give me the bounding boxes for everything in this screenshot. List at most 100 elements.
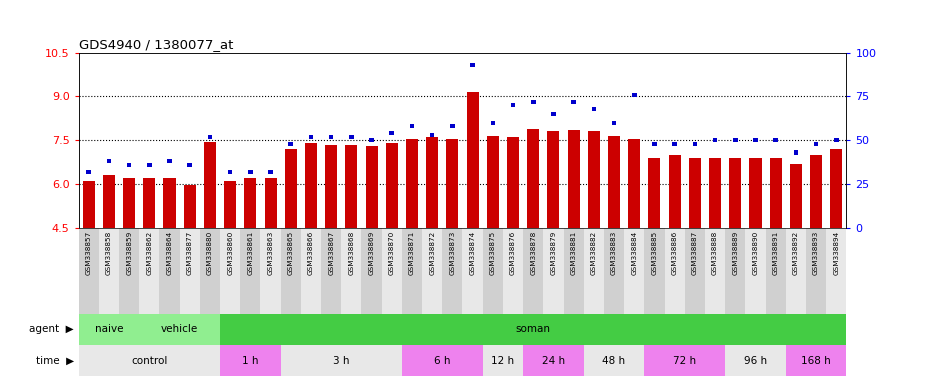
Bar <box>628 139 640 228</box>
Bar <box>224 181 236 228</box>
Bar <box>244 178 256 228</box>
Bar <box>810 155 822 228</box>
Bar <box>123 178 135 228</box>
Bar <box>349 134 353 139</box>
Bar <box>325 144 338 228</box>
Text: GSM338893: GSM338893 <box>813 230 819 275</box>
Bar <box>568 130 580 228</box>
Bar <box>794 150 798 155</box>
Bar <box>584 345 645 376</box>
Bar <box>140 228 159 314</box>
Bar <box>503 228 524 314</box>
Bar <box>265 178 277 228</box>
Text: agent  ▶: agent ▶ <box>30 324 74 334</box>
Bar <box>99 228 119 314</box>
Bar <box>648 158 660 228</box>
Bar <box>531 99 536 104</box>
Text: 96 h: 96 h <box>744 356 767 366</box>
Bar <box>725 345 785 376</box>
Bar <box>834 138 839 142</box>
Bar <box>693 142 697 146</box>
Text: GSM338894: GSM338894 <box>833 230 839 275</box>
Bar <box>831 149 843 228</box>
Bar <box>289 142 293 146</box>
Text: GSM338872: GSM338872 <box>429 230 435 275</box>
Bar <box>79 345 220 376</box>
Bar <box>470 63 475 67</box>
Bar <box>806 228 826 314</box>
Bar <box>382 228 401 314</box>
Text: vehicle: vehicle <box>161 324 198 334</box>
Text: 12 h: 12 h <box>491 356 514 366</box>
Bar <box>207 134 212 139</box>
Bar <box>749 158 761 228</box>
Bar <box>228 169 232 174</box>
Text: GSM338888: GSM338888 <box>712 230 718 275</box>
Bar <box>410 124 414 128</box>
Bar <box>669 155 681 228</box>
Bar <box>301 228 321 314</box>
Bar <box>329 134 334 139</box>
Text: GSM338878: GSM338878 <box>530 230 536 275</box>
Bar <box>624 228 645 314</box>
Text: GSM338866: GSM338866 <box>308 230 314 275</box>
Bar <box>705 228 725 314</box>
Bar <box>527 129 539 228</box>
Bar <box>587 131 600 228</box>
Bar <box>611 121 616 125</box>
Bar <box>591 106 596 111</box>
Text: GSM338865: GSM338865 <box>288 230 294 275</box>
Text: GSM338858: GSM338858 <box>106 230 112 275</box>
Bar <box>709 158 722 228</box>
Bar <box>240 228 261 314</box>
Bar <box>584 228 604 314</box>
Bar <box>652 142 657 146</box>
Bar <box>729 158 741 228</box>
Bar <box>268 169 273 174</box>
Text: GSM338869: GSM338869 <box>368 230 375 275</box>
Text: GSM338884: GSM338884 <box>631 230 637 275</box>
Bar <box>713 138 718 142</box>
Text: GSM338864: GSM338864 <box>166 230 173 275</box>
Bar <box>220 314 846 345</box>
Bar <box>450 124 455 128</box>
Bar <box>447 139 459 228</box>
Bar <box>572 99 576 104</box>
Bar <box>106 159 111 163</box>
Bar <box>608 136 620 228</box>
Bar <box>79 228 99 314</box>
Text: GSM338882: GSM338882 <box>591 230 597 275</box>
Text: GDS4940 / 1380077_at: GDS4940 / 1380077_at <box>79 38 233 51</box>
Bar <box>785 345 846 376</box>
Bar <box>167 159 172 163</box>
Text: time  ▶: time ▶ <box>36 356 74 366</box>
Bar <box>766 228 785 314</box>
Text: GSM338860: GSM338860 <box>228 230 233 275</box>
Bar <box>524 228 543 314</box>
Bar <box>770 158 782 228</box>
Bar <box>826 228 846 314</box>
Bar <box>345 144 357 228</box>
Bar <box>143 178 155 228</box>
Bar <box>507 137 519 228</box>
Bar <box>188 162 192 167</box>
Text: 168 h: 168 h <box>801 356 831 366</box>
Bar <box>604 228 624 314</box>
Bar <box>140 314 220 345</box>
Text: GSM338883: GSM338883 <box>611 230 617 275</box>
Bar <box>86 169 91 174</box>
Text: GSM338892: GSM338892 <box>793 230 799 275</box>
Bar <box>645 345 725 376</box>
Text: GSM338876: GSM338876 <box>510 230 516 275</box>
Text: GSM338863: GSM338863 <box>267 230 274 275</box>
Text: control: control <box>131 356 167 366</box>
Bar <box>200 228 220 314</box>
Bar <box>220 228 240 314</box>
Bar <box>285 149 297 228</box>
Text: GSM338859: GSM338859 <box>126 230 132 275</box>
Bar <box>442 228 462 314</box>
Bar <box>401 345 483 376</box>
Bar <box>524 345 584 376</box>
Bar <box>430 133 435 137</box>
Text: 6 h: 6 h <box>434 356 450 366</box>
